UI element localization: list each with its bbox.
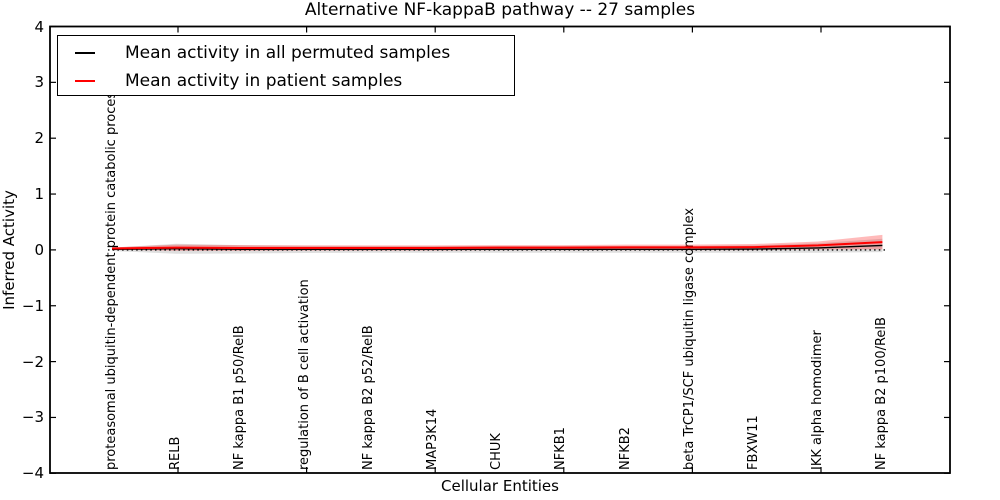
- y-tick-label: 4: [34, 17, 44, 36]
- x-category-label: MAP3K14: [425, 408, 440, 470]
- y-axis-label: Inferred Activity: [0, 190, 18, 310]
- std-band: [112, 234, 883, 251]
- legend-label: Mean activity in all permuted samples: [125, 43, 451, 63]
- x-category-label: NF kappa B2 p52/RelB: [360, 325, 376, 470]
- mean-line-permuted: [111, 244, 883, 250]
- y-tick-label: 0: [34, 240, 44, 259]
- y-tick-label: −1: [21, 296, 44, 315]
- legend-line-swatch-red: [75, 80, 95, 82]
- x-category-label: NF kappa B1 p50/RelB: [232, 325, 248, 470]
- x-category-label: RELB: [168, 436, 184, 470]
- x-category-label: NF kappa B2 p100/RelB: [874, 317, 890, 470]
- legend-label: Mean activity in patient samples: [125, 71, 403, 91]
- std-band: [112, 238, 883, 254]
- x-category-label: IKK alpha homodimer: [810, 330, 826, 470]
- x-category-label: CHUK: [489, 433, 505, 470]
- x-category-label: proteasomal ubiquitin-dependent protein …: [104, 85, 119, 470]
- x-category-label: regulation of B cell activation: [296, 279, 312, 470]
- y-tick-label: 3: [34, 73, 44, 92]
- x-category-label: FBXW11: [746, 415, 761, 470]
- y-tick-label: 1: [34, 185, 44, 204]
- legend-item-permuted: Mean activity in all permuted samples: [58, 39, 514, 67]
- x-category-label: NFKB2: [617, 427, 633, 470]
- legend-item-patient: Mean activity in patient samples: [58, 67, 514, 95]
- x-axis-label: Cellular Entities: [441, 477, 559, 495]
- x-category-label: beta TrCP1/SCF ubiquitin ligase complex: [681, 207, 697, 470]
- y-tick-label: −3: [21, 408, 44, 427]
- chart-title: Alternative NF-kappaB pathway -- 27 samp…: [304, 0, 696, 20]
- mean-line-patient: [111, 241, 883, 250]
- y-tick-label: −2: [21, 352, 44, 371]
- x-category-label: NFKB1: [553, 427, 569, 470]
- legend-line-swatch-black: [75, 52, 95, 54]
- legend: Mean activity in all permuted samples Me…: [57, 35, 515, 96]
- y-tick-label: −4: [21, 464, 44, 483]
- y-tick-label: 2: [34, 129, 44, 148]
